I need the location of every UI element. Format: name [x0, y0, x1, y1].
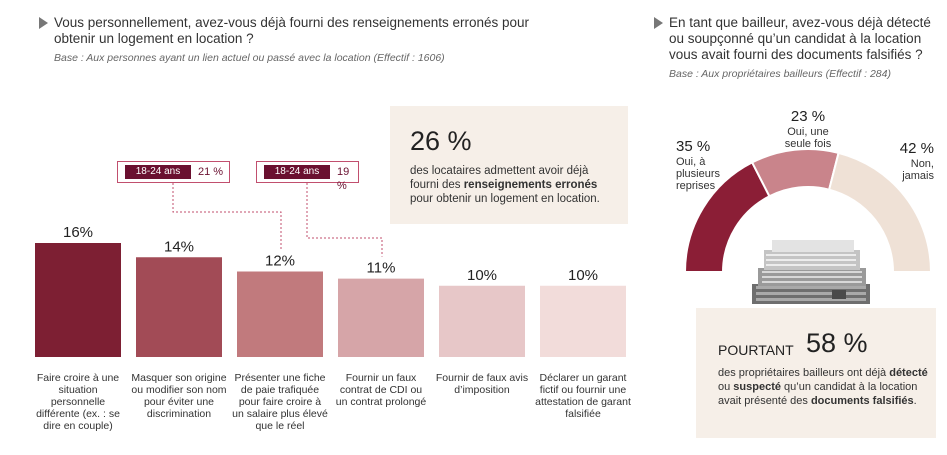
gauge-value: 42 %	[899, 140, 934, 157]
pourtant-percent: 58 %	[806, 328, 868, 358]
donut-slice	[750, 148, 840, 198]
highlight-percent: 26 %	[410, 126, 472, 156]
bar	[540, 285, 626, 357]
right-base: Base : Aux propriétaires bailleurs (Effe…	[669, 68, 891, 80]
age-callout-1: 18-24 ans 21 %	[117, 161, 230, 183]
pourtant-text-part: ou	[718, 381, 734, 393]
pourtant-text-bold: documents falsifiés	[810, 395, 914, 407]
right-question-text: En tant que bailleur, avez-vous déjà dét…	[669, 15, 931, 62]
callout-connector	[306, 183, 383, 257]
age-callout-pct: 19 %	[337, 166, 350, 192]
bar-value-label: 11%	[367, 260, 396, 277]
bar-category-label: Fournir un faux contrat de CDI ou un con…	[335, 372, 427, 408]
gauge-text-line: Non,	[910, 158, 934, 170]
pourtant-text-part: .	[913, 395, 917, 407]
age-callout-tag: 18-24 ans	[264, 165, 330, 179]
bar	[35, 243, 121, 357]
bar-value-label: 14%	[164, 238, 194, 255]
document-stack-icon	[752, 240, 870, 304]
pourtant-text: des propriétaires bailleurs ont déjà dét…	[718, 366, 928, 408]
pourtant-box: POURTANT 58 % des propriétaires bailleur…	[696, 308, 936, 438]
pourtant-word: POURTANT	[718, 342, 794, 358]
gauge-label-jamais: 42 % Non, jamais	[886, 140, 934, 182]
bar-category-label: Présenter une fiche de paie trafiquée po…	[232, 372, 328, 432]
gauge-text-line: Oui, à	[676, 156, 706, 168]
gauge-value: 23 %	[790, 108, 826, 125]
left-question-text: Vous personnellement, avez-vous déjà fou…	[54, 15, 530, 46]
highlight-text-post: pour obtenir un logement en location.	[410, 193, 600, 205]
left-base: Base : Aux personnes ayant un lien actue…	[54, 52, 445, 64]
arrow-bullet-icon	[654, 17, 663, 29]
bar-category-label: Faire croire à une situation personnelle…	[36, 372, 120, 432]
pourtant-text-part: qu’un candidat à la location avait prése…	[718, 381, 918, 407]
bar-value-label: 12%	[265, 253, 295, 270]
highlight-text-bold: renseignements erronés	[463, 179, 598, 191]
gauge-text-line: seule fois	[784, 138, 832, 150]
age-callout-pct: 21 %	[198, 166, 224, 178]
gauge-text-line: reprises	[676, 180, 716, 192]
bar	[237, 271, 323, 357]
gauge-text-line: Oui, une	[787, 126, 829, 138]
age-callout-2: 18-24 ans 19 %	[256, 161, 359, 192]
highlight-text-pre: des locataires admettent avoir déjà four…	[410, 165, 589, 191]
bar-category-label: Déclarer un garant fictif ou fournir une…	[535, 372, 631, 420]
bar	[136, 257, 222, 357]
gauge-label-plusieurs: 35 % Oui, à plusieurs reprises	[676, 138, 720, 192]
gauge-text-line: plusieurs	[676, 168, 721, 180]
bar-value-label: 10%	[467, 267, 497, 284]
bar-category-label: Fournir de faux avis d’imposition	[435, 372, 529, 396]
highlight-box: 26 % des locataires admettent avoir déjà…	[390, 106, 628, 224]
gauge-label-une-fois: 23 % Oui, une seule fois	[777, 108, 839, 150]
highlight-text: des locataires admettent avoir déjà four…	[410, 164, 620, 206]
left-question: Vous personnellement, avez-vous déjà fou…	[39, 15, 554, 47]
gauge-value: 35 %	[676, 138, 711, 155]
bar	[439, 285, 525, 357]
bar	[338, 278, 424, 357]
right-question: En tant que bailleur, avez-vous déjà dét…	[654, 15, 939, 63]
donut-slice	[827, 151, 933, 273]
age-callout-tag: 18-24 ans	[125, 165, 191, 179]
bar-value-label: 10%	[568, 267, 598, 284]
pourtant-text-bold: détecté	[889, 367, 928, 379]
bar-category-label: Masquer son origine ou modifier son nom …	[131, 372, 227, 420]
pourtant-text-part: des propriétaires bailleurs ont déjà	[718, 367, 890, 379]
gauge-text-line: jamais	[902, 170, 934, 182]
arrow-bullet-icon	[39, 17, 48, 29]
pourtant-text-bold: suspecté	[733, 381, 781, 393]
bar-value-label: 16%	[63, 224, 93, 241]
bar-chart: 16% 14% 12% 11% 10% 10%	[35, 183, 626, 357]
